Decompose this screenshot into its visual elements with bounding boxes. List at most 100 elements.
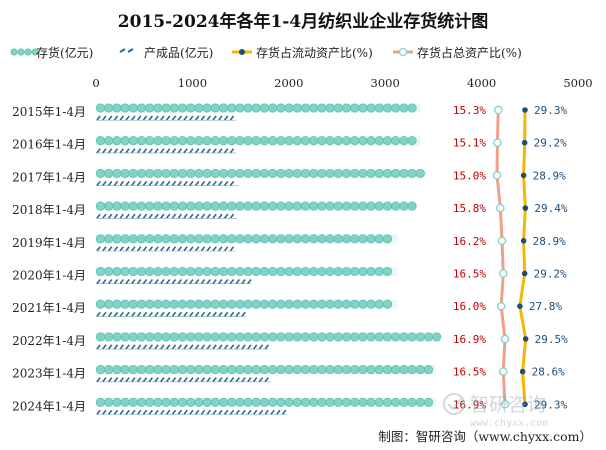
bar-inventory-dot xyxy=(259,266,270,277)
bar-inventory-dot xyxy=(104,332,114,342)
bar-inventory-dot xyxy=(169,103,179,113)
bar-inventory-dot xyxy=(112,136,122,146)
label-current-asset-ratio: 28.6% xyxy=(532,366,565,379)
bar-inventory-dot xyxy=(292,299,302,309)
bar-inventory-dot xyxy=(153,299,163,309)
bar-inventory-dot xyxy=(407,201,417,211)
bar-inventory-dot xyxy=(399,365,409,375)
bar-inventory-dot xyxy=(259,168,270,178)
bar-inventory-dot xyxy=(276,299,286,309)
bar-inventory-dot xyxy=(276,234,286,244)
bar-inventory-dot xyxy=(317,397,327,407)
bar-inventory-dot xyxy=(145,201,155,211)
category-label: 2015年1-4月 xyxy=(12,105,86,119)
bar-inventory-dot xyxy=(341,365,352,375)
bar-inventory-dot xyxy=(112,168,122,178)
bar-inventory-dot xyxy=(407,332,417,342)
bar-finished-goods xyxy=(96,148,236,154)
bar-inventory-dot xyxy=(317,168,327,178)
bar-inventory-dot xyxy=(95,201,106,211)
bar-inventory-dot xyxy=(112,103,122,113)
bar-inventory-dot xyxy=(169,365,179,375)
bar-inventory-dot xyxy=(136,103,147,113)
bar-inventory-dot xyxy=(309,299,319,309)
bar-inventory-dot xyxy=(333,201,343,211)
label-current-asset-ratio: 28.9% xyxy=(533,235,566,248)
bar-inventory-dot xyxy=(374,234,384,244)
bar-finished-goods-marks xyxy=(96,344,270,350)
bar-inventory-dot xyxy=(177,266,188,277)
bar-inventory-dot xyxy=(169,299,179,309)
bar-inventory-dot xyxy=(325,103,335,113)
bar-inventory-dot xyxy=(259,332,270,342)
bar-inventory-dot xyxy=(210,201,220,211)
bar-inventory-dot xyxy=(399,201,409,211)
bar-inventory-dot xyxy=(235,234,245,244)
bar-finished-goods-marks xyxy=(96,279,252,284)
label-total-asset-ratio: 16.5% xyxy=(453,268,486,281)
bar-inventory-dot xyxy=(153,234,163,244)
watermark-name: 智研咨询 xyxy=(470,394,546,416)
bar-inventory-dot xyxy=(382,266,393,277)
bar-inventory-dot xyxy=(415,168,425,178)
bar-inventory-dot xyxy=(382,136,393,146)
point-total-asset-ratio xyxy=(496,301,506,311)
bar-inventory-dot xyxy=(95,397,106,407)
bar-inventory-dot xyxy=(177,201,188,211)
bar-inventory-dot xyxy=(350,332,360,342)
bar-inventory-dot xyxy=(169,168,179,178)
bar-inventory-dot xyxy=(325,168,335,178)
bar-finished-goods xyxy=(96,409,287,415)
chart-title: 2015-2024年各年1-4月纺织业企业存货统计图 xyxy=(118,11,488,32)
bar-inventory-dot xyxy=(300,103,311,113)
category-label: 2019年1-4月 xyxy=(12,236,86,250)
bar-inventory-dot xyxy=(391,201,401,211)
bar-finished-goods xyxy=(96,115,236,121)
bar-inventory-dot xyxy=(276,397,286,407)
bar-inventory-dot xyxy=(161,234,171,244)
bar-finished-goods-marks xyxy=(96,409,287,415)
bar-inventory-dot xyxy=(268,103,278,113)
bar-inventory-dot xyxy=(218,103,229,113)
bar-inventory-dot xyxy=(128,365,138,375)
bar-inventory-dot xyxy=(292,266,302,277)
bar-inventory-dot xyxy=(95,266,106,277)
bar-inventory-dot xyxy=(243,365,253,375)
x-tick-label: 3000 xyxy=(371,76,400,90)
bar-inventory-dot xyxy=(374,299,384,309)
bar-inventory-dot xyxy=(341,168,352,178)
legend-swatch xyxy=(24,48,32,56)
bar-inventory-dot xyxy=(177,365,188,375)
bar-inventory-dot xyxy=(309,103,319,113)
bar-inventory-dot xyxy=(276,168,286,178)
bar-inventory xyxy=(95,266,397,277)
label-current-asset-ratio: 29.2% xyxy=(534,268,567,281)
bar-inventory-dot xyxy=(145,365,155,375)
bar-inventory-dot xyxy=(218,168,229,178)
bar-inventory-dot xyxy=(202,136,212,146)
bar-inventory-dot xyxy=(333,266,343,277)
bar-inventory-dot xyxy=(104,201,114,211)
point-current-asset-ratio xyxy=(517,303,523,310)
bar-inventory-dot xyxy=(407,168,417,178)
bar-inventory-dot xyxy=(259,234,270,244)
bar-inventory-dot xyxy=(202,103,212,113)
line-total-asset-ratio xyxy=(495,109,507,405)
label-total-asset-ratio: 16.5% xyxy=(453,366,486,379)
bar-inventory-dot xyxy=(374,266,384,277)
bar-inventory-dot xyxy=(268,234,278,244)
bar-inventory-dot xyxy=(415,332,425,342)
bar-inventory-dot xyxy=(186,201,196,211)
point-current-asset-ratio xyxy=(522,336,529,342)
bar-inventory-dot xyxy=(104,103,114,113)
bar-inventory-dot xyxy=(268,266,278,277)
bar-inventory-dot xyxy=(235,299,245,309)
bar-inventory-dot xyxy=(284,332,294,342)
bar-inventory-dot xyxy=(95,234,106,244)
bar-inventory-dot xyxy=(145,103,155,113)
bar-inventory-dot xyxy=(194,168,204,178)
bar-inventory-dot xyxy=(358,136,368,146)
bar-inventory-dot xyxy=(177,103,188,113)
bar-inventory-dot xyxy=(104,266,114,277)
bar-inventory-dot xyxy=(136,299,147,309)
